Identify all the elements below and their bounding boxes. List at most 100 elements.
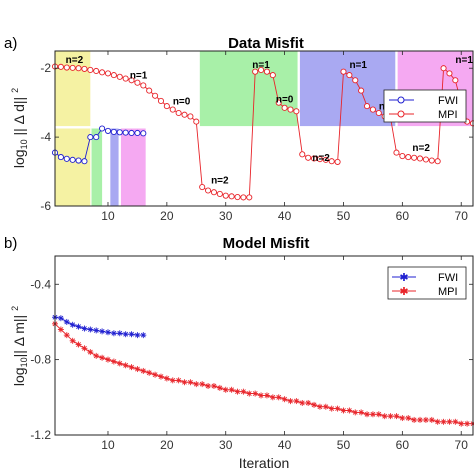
data-point-mpi [452,77,459,84]
data-point-mpi [263,392,270,399]
data-point-fwi [57,154,64,161]
data-point-mpi [228,193,235,200]
data-point-mpi [246,390,253,397]
shaded-region-8 [120,128,146,206]
x-tick-label: 20 [160,438,174,452]
data-point-mpi [369,411,376,418]
panel-a-frame [54,50,474,207]
data-point-fwi [63,318,70,325]
annotation-label: n=1 [455,55,473,66]
data-point-mpi [258,66,265,73]
data-point-mpi [157,373,164,380]
x-tick-label: 50 [337,209,351,223]
legend-label-mpi: MPI [438,286,458,298]
data-point-mpi [57,63,64,70]
data-point-mpi [75,341,82,348]
data-point-mpi [334,405,341,412]
data-point-mpi [434,418,441,425]
series-line-mpi [54,323,473,425]
data-point-mpi [134,79,141,86]
data-point-mpi [263,68,270,75]
legend-marker-mpi [397,110,405,118]
data-point-mpi [240,388,247,395]
data-point-mpi [216,384,223,391]
shaded-region-1 [55,51,91,127]
panel-b-frame [54,255,474,436]
data-point-mpi [175,109,182,117]
data-point-mpi [299,399,306,406]
data-point-fwi [104,329,111,336]
data-point-mpi [399,415,406,422]
y-tick-label: -1.2 [30,428,51,442]
series-group [51,63,474,201]
y-tick-label: -6 [40,199,51,213]
data-point-mpi [358,87,365,94]
data-point-mpi [275,99,282,106]
data-point-mpi [434,158,441,165]
data-point-mpi [340,407,347,414]
legend-marker-fwi [397,96,405,104]
data-point-mpi [428,157,435,164]
data-point-mpi [464,420,471,427]
data-point-mpi [222,386,229,393]
data-point-mpi [269,72,276,79]
data-point-mpi [358,409,365,416]
data-point-mpi [381,413,388,420]
data-point-mpi [440,65,447,72]
panel-b-title: Model Misfit [223,235,310,252]
legend-label-fwi: FWI [438,272,458,284]
data-point-mpi [269,394,276,401]
panel-a: a) Data Misfit n=2 n=1 n=0 n=2 n=1 n=0 n=2 n=1 n… [4,35,474,223]
data-point-mpi [81,345,88,352]
legend: FWI MPI [383,89,467,123]
data-point-mpi [81,65,88,72]
data-point-mpi [116,360,123,367]
data-point-mpi [193,381,200,388]
annotation-label: n=2 [211,176,229,187]
annotation-label: n=1 [252,60,270,71]
annotation-label: n=2 [412,143,430,154]
data-point-mpi [316,156,323,163]
x-tick-label: 10 [101,209,115,223]
data-point-mpi [75,65,82,72]
data-point-mpi [181,379,188,386]
data-point-mpi [293,398,300,405]
data-point-mpi [181,111,188,118]
x-tick-label: 60 [396,438,410,452]
tick-group: 10 20 30 40 50 60 70 -1.2 -0.8 -0.4 [30,256,473,452]
data-point-fwi [140,130,147,137]
data-point-mpi [187,379,194,386]
data-point-mpi [422,156,429,163]
data-point-mpi [293,108,300,115]
data-point-mpi [157,97,165,104]
data-point-mpi [140,82,147,89]
data-point-fwi [93,327,100,334]
data-point-mpi [57,326,64,333]
panel-a-ylabel: log10 || Δ d|| 2 [10,88,29,168]
data-point-mpi [63,332,70,339]
data-point-fwi [81,325,88,332]
data-point-mpi [258,392,265,399]
data-point-mpi [417,416,424,423]
data-point-mpi [346,72,353,79]
data-point-mpi [93,67,100,75]
data-point-mpi [134,366,141,373]
x-tick-label: 40 [278,438,292,452]
data-point-mpi [128,364,135,371]
data-point-mpi [352,77,359,84]
data-point-mpi [422,416,429,423]
data-point-mpi [305,399,312,406]
data-point-fwi [110,330,117,337]
data-point-mpi [205,383,212,390]
data-point-mpi [275,394,282,401]
data-point-mpi [287,398,294,405]
legend: ✱ FWI ✱ MPI [387,266,467,300]
annotation-label: n=2 [66,55,84,66]
panel-a-title: Data Misfit [228,35,304,52]
legend-box [383,89,467,123]
x-tick-label: 50 [337,438,351,452]
annotation-label: n=1 [349,60,367,71]
data-point-mpi [193,118,200,125]
data-point-mpi [446,70,453,77]
x-tick-label: 10 [101,438,115,452]
